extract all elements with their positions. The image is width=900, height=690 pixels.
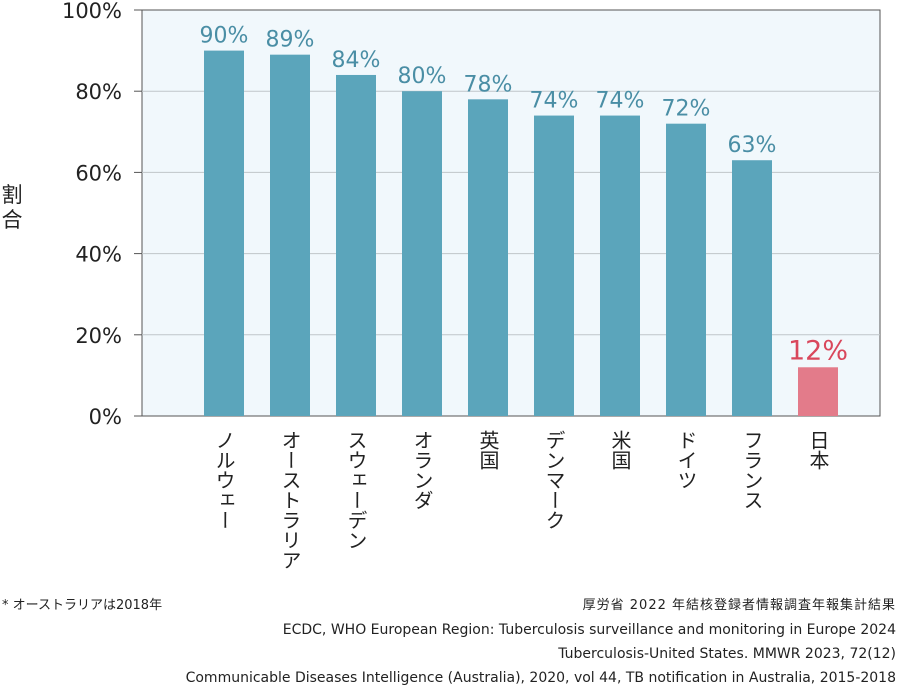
data-label: 74% — [596, 89, 645, 114]
y-tick-label: 20% — [75, 324, 122, 348]
x-tick-label: ノルウェー — [212, 430, 236, 530]
y-axis-label: 割合 — [1, 183, 23, 232]
x-tick-label: ドイツ — [674, 430, 698, 490]
y-tick-label: 80% — [75, 80, 122, 104]
bar — [534, 115, 574, 416]
sources: 厚労省 2022 年結核登録者情報調査年報集計結果 ECDC, WHO Euro… — [186, 594, 896, 690]
x-tick-label: デンマーク — [542, 430, 566, 530]
bar — [402, 91, 442, 416]
x-tick-label: 日本 — [806, 430, 830, 470]
y-tick-label: 0% — [89, 405, 122, 429]
bar — [798, 367, 838, 416]
data-label: 80% — [398, 64, 447, 89]
y-tick-label: 40% — [75, 243, 122, 267]
source-line: 厚労省 2022 年結核登録者情報調査年報集計結果 — [582, 598, 896, 613]
source-line: Tuberculosis-United States. MMWR 2023, 7… — [558, 646, 896, 662]
source-line: ECDC, WHO European Region: Tuberculosis … — [282, 622, 896, 638]
data-label: 74% — [530, 89, 579, 114]
data-label: 72% — [662, 97, 711, 122]
bar — [270, 54, 310, 416]
bar — [204, 50, 244, 416]
bar — [666, 123, 706, 417]
data-label: 84% — [332, 48, 381, 73]
x-tick-label: スウェーデン — [344, 430, 368, 550]
x-tick-label: オランダ — [410, 430, 434, 510]
data-label: 63% — [728, 133, 777, 158]
footnote: * オーストラリアは2018年 — [2, 598, 163, 613]
bar-chart: 0% 20% 40% 60% 80% 100% 90% ノルウェー 89% オーストラリア 84% ス… — [62, 0, 881, 570]
y-tick-label: 100% — [62, 0, 122, 23]
data-label: 12% — [788, 335, 848, 366]
x-tick-label: フランス — [740, 430, 764, 510]
bar — [600, 115, 640, 416]
bar — [732, 160, 772, 416]
y-tick-label: 60% — [75, 161, 122, 185]
source-line: Communicable Diseases Intelligence (Aust… — [185, 670, 896, 686]
data-label: 78% — [464, 72, 513, 97]
bar — [336, 74, 376, 417]
x-tick-label: オーストラリア — [278, 430, 302, 570]
data-label: 89% — [266, 28, 315, 53]
data-label: 90% — [200, 24, 249, 49]
x-tick-label: 米国 — [608, 430, 632, 470]
bar — [468, 99, 508, 416]
x-tick-label: 英国 — [476, 430, 500, 470]
